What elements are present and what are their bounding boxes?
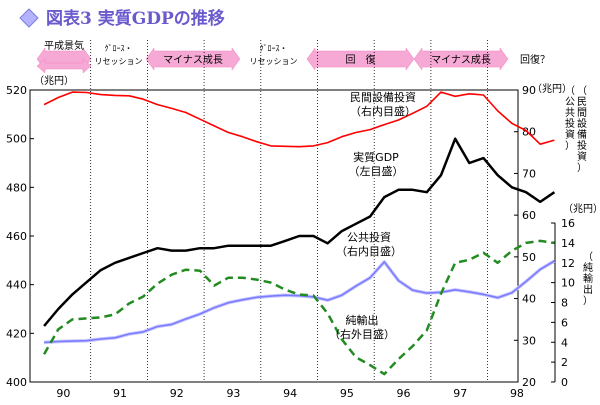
series-annotation: 実質GDP [353, 150, 399, 164]
series-annotation: 民間設備投資 [350, 90, 416, 104]
left-tick-label: 500 [6, 133, 27, 146]
title-group: 図表3 実質GDPの推移 [19, 8, 225, 29]
x-tick-label: 91 [113, 387, 127, 400]
phase-label: マイナス成長 [163, 54, 223, 66]
vertical-label-char: 投 [565, 117, 575, 130]
left-tick-label: 460 [6, 230, 27, 243]
x-tick-label: 93 [226, 387, 240, 400]
right-inner-tick-label: 60 [522, 209, 536, 222]
vertical-label-char: 資 [577, 151, 587, 163]
right-outer-tick-label: 16 [561, 217, 575, 230]
series-line [43, 259, 556, 345]
right-inner-tick-label: 40 [522, 293, 536, 306]
phase-label: リセッション [250, 57, 298, 66]
left-tick-label: 420 [6, 327, 27, 340]
right-outer-tick-label: 4 [561, 336, 568, 349]
vertical-label-char: （ [577, 85, 587, 97]
vertical-label-char: （ [565, 85, 575, 97]
axes: 90 91 92 93 94 95 96 97 984004204404604805005202… [6, 84, 575, 400]
series-annotations: 民間設備投資（右内目盛）実質GDP（左目盛）公共投資（右内目盛）純輸出（右外目盛… [329, 90, 416, 341]
series-lines [43, 91, 556, 376]
vertical-label-char: ） [583, 295, 593, 307]
vertical-label-char: 輸 [583, 272, 593, 285]
right-inner-axis-unit: （兆円） [532, 83, 572, 95]
diamond-icon [19, 8, 39, 28]
right-inner-tick-label: 80 [522, 126, 536, 139]
period-dividers [90, 40, 489, 382]
vertical-axis-labels: （公共投資）（民間設備投資）（純輸出） [565, 85, 593, 307]
right-outer-tick-label: 0 [561, 376, 568, 389]
phase-arrow [36, 58, 92, 74]
vertical-label-char: 投 [577, 139, 587, 152]
chart-title: 図表3 実質GDPの推移 [46, 8, 225, 29]
left-tick-label: 480 [6, 181, 27, 194]
right-outer-tick-label: 2 [561, 356, 568, 369]
vertical-label-char: （ [583, 251, 593, 263]
series-line [43, 137, 556, 327]
phase-label: リセッション [95, 57, 143, 66]
phase-label: 回復？ [520, 53, 550, 66]
vertical-label-char: ） [565, 140, 575, 152]
x-tick-label: 90 [56, 387, 70, 400]
right-inner-tick-label: 20 [522, 376, 536, 389]
left-tick-label: 520 [6, 84, 27, 97]
phase-arrow [413, 47, 509, 71]
right-outer-tick-label: 12 [561, 257, 575, 270]
phase-arrow [145, 47, 241, 71]
series-annotation: （右内目盛） [336, 244, 402, 258]
right-outer-axis-unit: （兆円） [563, 203, 600, 215]
phase-label: 回 復 [346, 53, 376, 66]
vertical-label-char: 民 [577, 96, 587, 108]
vertical-label-char: 資 [565, 129, 575, 141]
vertical-label-char: ） [577, 162, 587, 174]
phase-bar: 平成景気 ｸﾞﾛｰｽ・リセッション マイナス成長 ｸﾞﾛｰｽ・リセッション 回 復 マイナ… [36, 39, 550, 74]
right-inner-tick-label: 50 [522, 251, 536, 264]
right-outer-tick-label: 14 [561, 237, 575, 250]
vertical-label-char: 公 [565, 97, 575, 108]
phase-label: 平成景気 [44, 39, 84, 52]
x-tick-label: 96 [397, 387, 411, 400]
series-annotation: 公共投資 [347, 230, 391, 244]
series-annotation: （右内目盛） [350, 104, 416, 118]
x-tick-label: 92 [170, 387, 184, 400]
left-tick-label: 400 [6, 376, 27, 389]
vertical-label-char: 設 [577, 117, 587, 130]
x-tick-label: 98 [510, 387, 524, 400]
right-inner-tick-label: 70 [522, 167, 536, 180]
series-annotation: （右外目盛） [329, 327, 395, 341]
series-annotation: 純輸出 [346, 313, 379, 327]
vertical-label-char: 共 [565, 107, 575, 119]
phase-label: ｸﾞﾛｰｽ・ [105, 44, 133, 53]
series-line [44, 260, 555, 344]
vertical-label-char: 間 [577, 107, 587, 119]
x-tick-label: 94 [283, 387, 297, 400]
left-tick-label: 440 [6, 279, 27, 292]
series-line [43, 91, 555, 148]
series-annotation: （左目盛） [349, 164, 404, 178]
right-inner-tick-label: 90 [522, 84, 536, 97]
phase-label: マイナス成長 [431, 54, 491, 66]
right-outer-tick-label: 8 [561, 297, 568, 310]
right-inner-tick-label: 30 [522, 334, 536, 347]
vertical-label-char: 備 [577, 128, 587, 141]
right-outer-tick-label: 10 [561, 277, 575, 290]
series-line [43, 239, 555, 376]
vertical-label-char: 出 [583, 283, 593, 296]
vertical-label-char: 純 [583, 261, 593, 274]
x-tick-label: 95 [340, 387, 354, 400]
x-tick-label: 97 [453, 387, 467, 400]
left-axis-unit: （兆円） [34, 75, 74, 87]
phase-label: ｸﾞﾛｰｽ・ [260, 44, 288, 53]
right-outer-tick-label: 6 [561, 316, 568, 329]
